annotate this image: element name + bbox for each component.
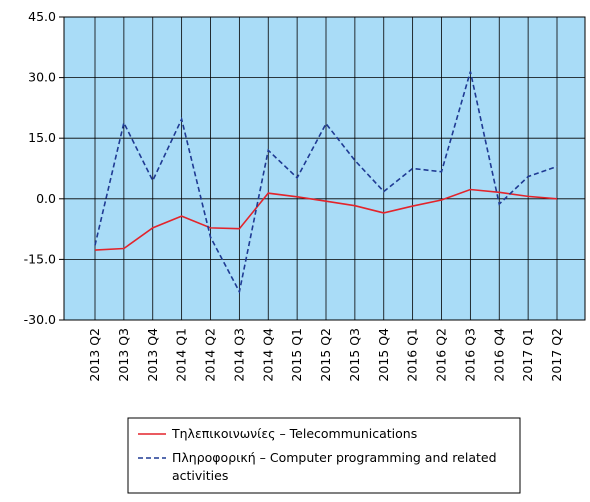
y-tick-label: 45.0 xyxy=(28,9,56,24)
x-tick-label: 2013 Q4 xyxy=(145,328,160,382)
x-tick-label: 2013 Q3 xyxy=(116,328,131,382)
x-tick-label: 2014 Q1 xyxy=(174,328,189,382)
legend-label-line: activities xyxy=(172,468,228,483)
x-tick-label: 2013 Q2 xyxy=(87,328,102,382)
x-tick-label: 2014 Q4 xyxy=(260,328,275,382)
legend-label-line: Πληροφορική – Computer programming and r… xyxy=(172,450,497,465)
legend-label: Πληροφορική – Computer programming and r… xyxy=(172,450,497,483)
legend-label: Τηλεπικοινωνίες – Telecommunications xyxy=(171,426,417,441)
plot-area xyxy=(63,16,586,321)
x-tick-label: 2016 Q1 xyxy=(405,328,420,382)
x-tick-label: 2015 Q2 xyxy=(318,328,333,382)
x-tick-label: 2014 Q2 xyxy=(203,328,218,382)
legend-box xyxy=(127,417,521,494)
x-tick-label: 2015 Q4 xyxy=(376,328,391,382)
y-tick-label: 0.0 xyxy=(36,191,56,206)
series-line xyxy=(94,188,558,251)
x-tick-label: 2017 Q2 xyxy=(549,328,564,382)
x-tick-label: 2015 Q1 xyxy=(289,328,304,382)
series-line xyxy=(94,71,558,295)
x-tick-label: 2014 Q3 xyxy=(231,328,246,382)
x-tick-label: 2015 Q3 xyxy=(347,328,362,382)
x-tick-label: 2016 Q3 xyxy=(462,328,477,382)
x-tick-label: 2016 Q2 xyxy=(434,328,449,382)
x-tick-label: 2016 Q4 xyxy=(491,328,506,382)
x-tick-label: 2017 Q1 xyxy=(520,328,535,382)
y-tick-label: -15.0 xyxy=(24,251,56,266)
y-tick-label: 15.0 xyxy=(28,130,56,145)
y-tick-label: -30.0 xyxy=(24,312,56,327)
y-tick-label: 30.0 xyxy=(28,70,56,85)
